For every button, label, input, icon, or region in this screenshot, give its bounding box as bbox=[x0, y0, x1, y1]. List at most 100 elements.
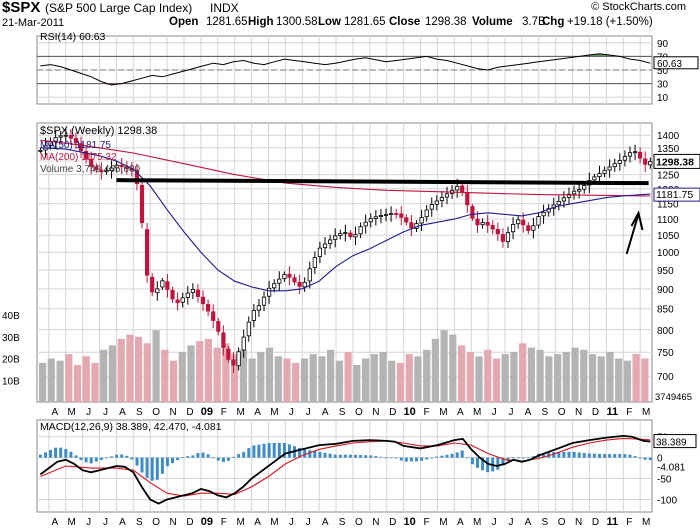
candle-body bbox=[231, 359, 236, 366]
macd-x-tick-label: O bbox=[558, 517, 566, 528]
macd-x-tick-label: O bbox=[152, 517, 160, 528]
macd-x-tick-label: 09 bbox=[201, 516, 213, 528]
volume-bar bbox=[501, 354, 509, 402]
candle-body bbox=[424, 209, 429, 218]
candle-body bbox=[388, 213, 394, 215]
candle-body bbox=[536, 216, 541, 226]
price-tick-label: 850 bbox=[657, 305, 674, 316]
candle-body bbox=[89, 158, 94, 167]
macd-tick-label: -100 bbox=[657, 495, 677, 506]
macd-histogram-bar bbox=[242, 451, 246, 458]
candle-body bbox=[175, 299, 180, 304]
volume-bar bbox=[396, 362, 405, 402]
macd-histogram-bar bbox=[409, 457, 413, 462]
candle-body bbox=[470, 206, 475, 219]
volume-bar bbox=[606, 352, 614, 402]
candle-body bbox=[566, 193, 572, 198]
rsi-line bbox=[40, 53, 651, 86]
macd-histogram-bar bbox=[445, 454, 449, 458]
macd-histogram-bar bbox=[420, 457, 424, 461]
close-value: 1298.38 bbox=[425, 16, 467, 28]
macd-x-tick-label: S bbox=[136, 517, 143, 528]
volume-bar bbox=[283, 358, 291, 402]
macd-histogram-bar bbox=[338, 454, 342, 458]
macd-histogram-bar bbox=[648, 457, 652, 460]
candle-body bbox=[556, 200, 561, 206]
volume-bar bbox=[39, 362, 47, 402]
volume-bar bbox=[458, 345, 466, 402]
macd-line bbox=[39, 434, 651, 505]
last-close-label: 1298.38 bbox=[656, 156, 694, 168]
macd-histogram-bar bbox=[374, 456, 378, 458]
volume-bar bbox=[300, 358, 309, 402]
low-label: Low bbox=[318, 16, 341, 28]
volume-bar bbox=[257, 352, 265, 402]
macd-x-tick-label: S bbox=[339, 517, 346, 528]
x-tick-label: N bbox=[575, 407, 582, 418]
rsi-tick-label: 10 bbox=[657, 93, 669, 104]
volume-bar bbox=[56, 360, 64, 402]
macd-histogram-bar bbox=[145, 457, 149, 478]
candle-body bbox=[211, 311, 216, 321]
x-tick-label: J bbox=[492, 407, 497, 418]
volume-bar bbox=[536, 349, 544, 402]
macd-histogram-bar bbox=[74, 455, 78, 458]
volume-bar bbox=[335, 360, 343, 402]
x-tick-label: J bbox=[103, 407, 108, 418]
volume-tick-label: 40B bbox=[2, 311, 20, 322]
candle-body bbox=[68, 135, 73, 139]
candle-body bbox=[638, 151, 643, 159]
candle-body bbox=[333, 235, 338, 240]
rsi-tick-label: 30 bbox=[657, 80, 669, 91]
macd-histogram-bar bbox=[130, 457, 134, 460]
x-tick-label: F bbox=[221, 407, 227, 418]
macd-histogram-bar bbox=[49, 450, 52, 458]
chg-value: +19.18 (+1.50%) bbox=[567, 16, 653, 28]
macd-histogram-bar bbox=[267, 443, 271, 458]
macd-histogram-bar bbox=[511, 457, 515, 458]
volume-bar bbox=[100, 349, 108, 402]
candle-body bbox=[343, 232, 348, 235]
candle-body bbox=[460, 185, 465, 193]
macd-histogram-bar bbox=[272, 443, 276, 458]
candle-body bbox=[521, 219, 526, 226]
macd-histogram-bar bbox=[455, 452, 459, 458]
price-tick-label: 800 bbox=[657, 326, 674, 337]
macd-hist-last-label: -4.081 bbox=[657, 462, 686, 473]
candle-body bbox=[592, 176, 597, 181]
x-tick-label: 11 bbox=[607, 406, 619, 418]
macd-histogram-bar bbox=[460, 450, 464, 458]
volume-bar bbox=[370, 354, 378, 402]
x-tick-label: J bbox=[86, 407, 91, 418]
macd-histogram-bar bbox=[323, 452, 327, 458]
volume-bar bbox=[178, 352, 186, 402]
x-tick-label: J bbox=[509, 407, 514, 418]
x-tick-label: N bbox=[169, 407, 176, 418]
macd-histogram-bar bbox=[389, 457, 393, 459]
symbol: $SPX bbox=[2, 0, 41, 16]
candle-body bbox=[277, 278, 282, 284]
macd-histogram-bar bbox=[359, 455, 363, 458]
macd-histogram-bar bbox=[506, 457, 510, 462]
macd-histogram-bar bbox=[608, 454, 612, 458]
volume-tick-label: 10B bbox=[2, 376, 20, 387]
close-label: Close bbox=[389, 16, 421, 28]
watermark: © StockCharts.com bbox=[591, 1, 686, 13]
candle-body bbox=[266, 287, 272, 297]
candle-body bbox=[302, 281, 307, 288]
candle-body bbox=[409, 222, 414, 229]
volume-bar bbox=[91, 362, 99, 402]
candle-body bbox=[170, 289, 175, 300]
candle-body bbox=[561, 197, 567, 202]
candle-body bbox=[500, 234, 506, 242]
volume-value: 3.7B bbox=[522, 16, 546, 28]
macd-histogram-bar bbox=[64, 448, 68, 458]
x-tick-label: M bbox=[270, 407, 278, 418]
macd-histogram-bar bbox=[186, 456, 190, 458]
macd-histogram-bar bbox=[313, 451, 317, 458]
last-close-box bbox=[653, 153, 700, 169]
macd-x-tick-label: F bbox=[626, 517, 632, 528]
x-tick-label: M bbox=[237, 407, 245, 418]
macd-histogram-bar bbox=[598, 453, 601, 458]
